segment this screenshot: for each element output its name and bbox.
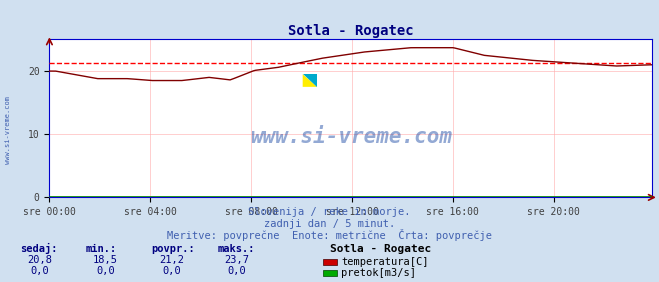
Text: 0,0: 0,0 bbox=[30, 266, 49, 276]
Text: zadnji dan / 5 minut.: zadnji dan / 5 minut. bbox=[264, 219, 395, 229]
Text: www.si-vreme.com: www.si-vreme.com bbox=[250, 127, 452, 147]
Text: 0,0: 0,0 bbox=[162, 266, 181, 276]
Text: 0,0: 0,0 bbox=[96, 266, 115, 276]
Text: www.si-vreme.com: www.si-vreme.com bbox=[5, 96, 11, 164]
Text: povpr.:: povpr.: bbox=[152, 244, 195, 254]
Text: 20,8: 20,8 bbox=[27, 255, 52, 265]
Text: sedaj:: sedaj: bbox=[20, 243, 57, 254]
Text: 18,5: 18,5 bbox=[93, 255, 118, 265]
Text: 0,0: 0,0 bbox=[228, 266, 246, 276]
Polygon shape bbox=[302, 74, 317, 87]
Text: maks.:: maks.: bbox=[217, 244, 255, 254]
Text: 21,2: 21,2 bbox=[159, 255, 184, 265]
Title: Sotla - Rogatec: Sotla - Rogatec bbox=[288, 24, 414, 38]
Text: 23,7: 23,7 bbox=[225, 255, 250, 265]
Text: temperatura[C]: temperatura[C] bbox=[341, 257, 429, 267]
Text: Slovenija / reke in morje.: Slovenija / reke in morje. bbox=[248, 207, 411, 217]
Polygon shape bbox=[302, 74, 317, 87]
Text: pretok[m3/s]: pretok[m3/s] bbox=[341, 268, 416, 278]
Text: Sotla - Rogatec: Sotla - Rogatec bbox=[330, 244, 431, 254]
Text: min.:: min.: bbox=[86, 244, 117, 254]
Text: Meritve: povprečne  Enote: metrične  Črta: povprečje: Meritve: povprečne Enote: metrične Črta:… bbox=[167, 229, 492, 241]
